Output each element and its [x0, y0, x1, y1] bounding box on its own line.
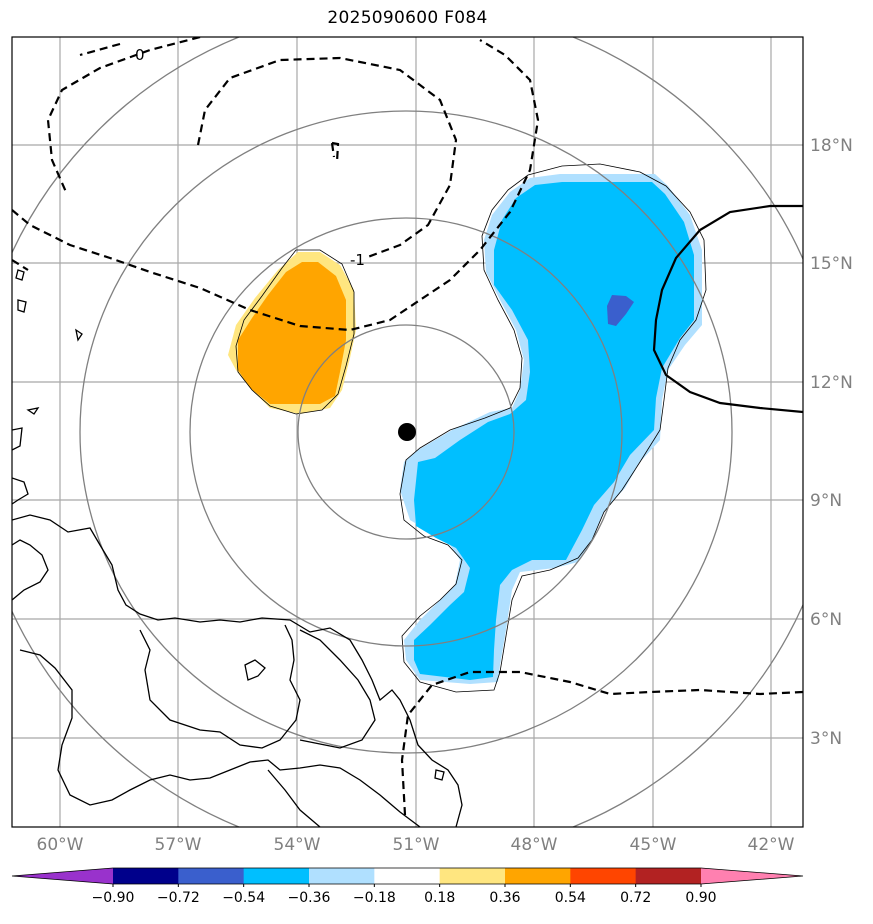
colorbar-tick-label: 0.18 [424, 890, 455, 906]
colorbar-tick-label: −0.54 [222, 890, 265, 906]
lon-tick-label: 51°W [393, 835, 440, 855]
lat-tick-labels: 18°N 15°N 12°N 9°N 6°N 3°N [810, 136, 853, 749]
lat-tick-label: 3°N [810, 729, 842, 749]
colorbar-tick-label: 0.72 [620, 890, 651, 906]
lat-tick-label: 9°N [810, 491, 842, 511]
colorbar-extend-high [701, 868, 803, 884]
colorbar-extend-low [12, 868, 113, 884]
lat-tick-label: 15°N [810, 254, 853, 274]
lon-tick-label: 57°W [155, 835, 202, 855]
colorbar-tick-label: 0.90 [685, 890, 716, 906]
colorbar: −0.90 −0.72 −0.54 −0.36 −0.18 0.18 0.36 0.54 0.7… [11, 867, 804, 906]
contour-label-zero: 0 [135, 46, 145, 64]
colorbar-segment [505, 868, 571, 884]
map-title: 2025090600 F084 [327, 8, 488, 28]
colorbar-segment [635, 868, 702, 884]
positive-anomaly-region [228, 249, 356, 415]
lat-tick-label: 6°N [810, 610, 842, 630]
storm-center-dot [398, 423, 416, 441]
lon-tick-labels: 60°W 57°W 54°W 51°W 48°W 45°W 42°W [37, 835, 795, 855]
colorbar-tick-label: 0.36 [489, 890, 520, 906]
colorbar-tick-label: −0.36 [288, 890, 331, 906]
colorbar-segment [309, 868, 375, 884]
colorbar-tick-label: 0.54 [555, 890, 586, 906]
lon-tick-label: 48°W [511, 835, 558, 855]
lon-tick-label: 45°W [630, 835, 677, 855]
colorbar-segment [439, 868, 506, 884]
lat-tick-label: 18°N [810, 136, 853, 156]
dashed-contours [12, 37, 803, 816]
colorbar-segment [178, 868, 245, 884]
range-rings [12, 37, 803, 827]
lon-tick-label: 60°W [37, 835, 84, 855]
negative-anomaly-region [399, 163, 707, 693]
lat-tick-label: 12°N [810, 373, 853, 393]
colorbar-segment [113, 868, 179, 884]
coastlines [12, 269, 463, 827]
lon-tick-label: 42°W [748, 835, 795, 855]
colorbar-segment [243, 868, 310, 884]
colorbar-tick-label: −0.90 [92, 890, 135, 906]
colorbar-tick-label: −0.72 [157, 890, 200, 906]
solid-contour [652, 204, 803, 414]
lon-tick-label: 54°W [274, 835, 321, 855]
colorbar-tick-label: −0.18 [353, 890, 396, 906]
colorbar-segment [374, 868, 441, 884]
contour-label-minus-one: -1 [350, 251, 365, 269]
map-frame [11, 36, 804, 828]
colorbar-segment [570, 868, 637, 884]
